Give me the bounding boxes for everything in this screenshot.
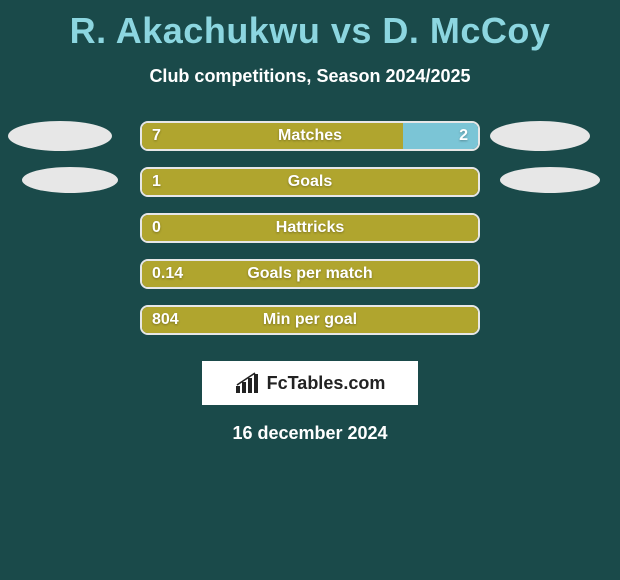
stat-row: 1 Goals: [0, 167, 620, 213]
stat-label: Goals per match: [247, 265, 372, 283]
stat-row: 7 2 Matches: [0, 121, 620, 167]
player1-value: 7: [152, 127, 161, 145]
stat-row: 0.14 Goals per match: [0, 259, 620, 305]
player1-value: 1: [152, 173, 161, 191]
brand-chart-icon: [235, 372, 261, 394]
stat-bar-track: 0.14 Goals per match: [140, 259, 480, 289]
stat-bar-track: 0 Hattricks: [140, 213, 480, 243]
subtitle: Club competitions, Season 2024/2025: [0, 66, 620, 87]
stat-label: Matches: [278, 127, 342, 145]
comparison-chart: 7 2 Matches 1 Goals 0 Hattricks 0.14 Goals per m…: [0, 121, 620, 351]
page-title: R. Akachukwu vs D. McCoy: [0, 0, 620, 52]
player1-value: 0: [152, 219, 161, 237]
stat-bar-track: 7 2 Matches: [140, 121, 480, 151]
stat-row: 0 Hattricks: [0, 213, 620, 259]
date-text: 16 december 2024: [0, 423, 620, 444]
brand-badge: FcTables.com: [202, 361, 418, 405]
player1-value: 804: [152, 311, 179, 329]
stat-bar-track: 804 Min per goal: [140, 305, 480, 335]
player2-value: 2: [459, 127, 468, 145]
stat-label: Goals: [288, 173, 332, 191]
brand-text: FcTables.com: [267, 373, 386, 394]
player1-value: 0.14: [152, 265, 183, 283]
stat-label: Min per goal: [263, 311, 357, 329]
player1-bar-fill: [142, 123, 403, 149]
stat-row: 804 Min per goal: [0, 305, 620, 351]
stat-label: Hattricks: [276, 219, 344, 237]
stat-bar-track: 1 Goals: [140, 167, 480, 197]
